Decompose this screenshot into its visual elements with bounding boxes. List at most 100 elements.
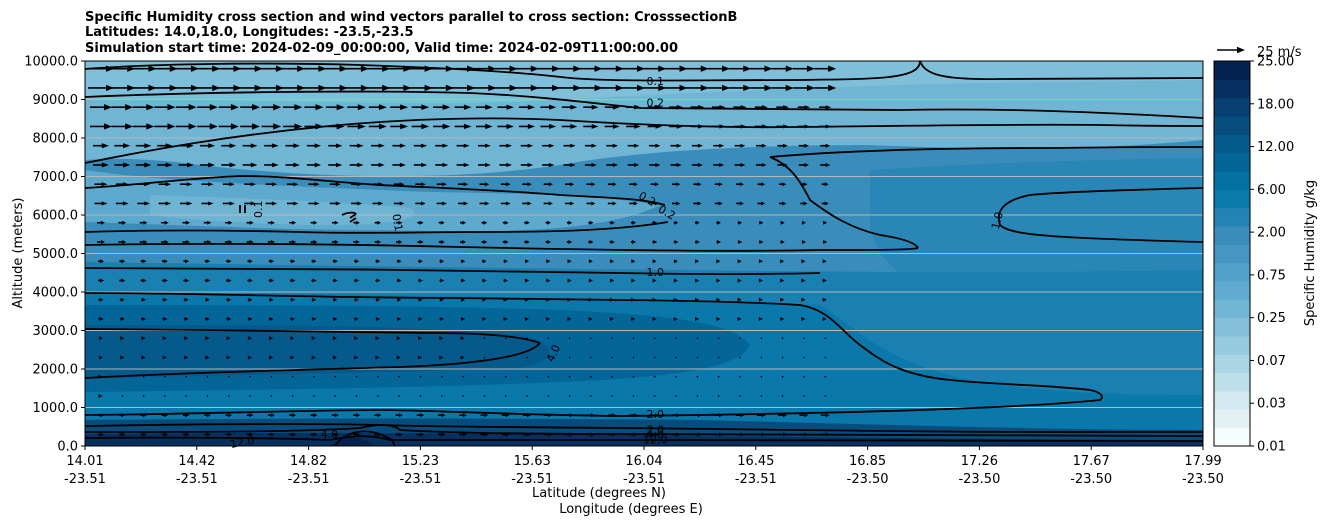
wind-arrow [396, 239, 403, 244]
contour-1.0-right-top [769, 146, 1203, 158]
wind-arrow [611, 375, 613, 378]
wind-arrow [801, 278, 806, 283]
wind-arrow [695, 259, 700, 264]
contour-0.2-dry-lower [85, 221, 669, 234]
wind-arrow [99, 336, 103, 341]
wind-arrow [390, 123, 409, 130]
wind-arrow [375, 355, 380, 360]
wind-arrow [205, 297, 210, 302]
x-tick-label-longitude: -23.51 [399, 472, 441, 487]
wind-arrow [417, 239, 424, 244]
wind-arrow [270, 375, 273, 378]
wind-arrow [267, 220, 275, 225]
wind-arrow [368, 123, 387, 130]
wind-arrow [162, 316, 168, 321]
wind-arrow [590, 356, 592, 359]
contour-4.0-upper [85, 328, 541, 344]
wind-arrow [372, 201, 384, 206]
wind-arrow [206, 395, 209, 397]
wind-arrow [268, 432, 275, 437]
wind-arrow [290, 297, 295, 302]
wind-arrow [673, 259, 678, 264]
wind-arrow [583, 124, 599, 129]
wind-arrow [417, 220, 424, 225]
wind-arrow [331, 220, 339, 225]
wind-arrow [162, 278, 168, 283]
wind-arrow [547, 356, 550, 359]
wind-arrow [643, 65, 667, 72]
wind-arrow [540, 123, 557, 129]
wind-arrow [567, 316, 572, 321]
wind-arrow [93, 143, 109, 149]
wind-arrow [397, 316, 402, 321]
wind-arrow [777, 143, 788, 148]
y-axis-label: Altitude (meters) [11, 198, 26, 309]
x-tick-label-latitude: 16.45 [737, 454, 774, 469]
wind-arrow [416, 413, 425, 418]
wind-arrow [483, 375, 486, 378]
wind-arrow [98, 278, 104, 283]
wind-arrow [671, 201, 681, 206]
wind-arrow [670, 162, 682, 167]
wind-arrow [454, 123, 472, 130]
wind-arrow [283, 104, 303, 111]
wind-arrow [643, 84, 667, 92]
wind-arrow [132, 123, 155, 130]
wind-arrow [418, 316, 423, 321]
colorbar-segment [1214, 262, 1250, 282]
wind-arrow [182, 239, 190, 244]
wind-arrow [696, 395, 699, 397]
wind-arrow [792, 65, 815, 72]
wind-arrow [368, 104, 387, 111]
wind-arrow [203, 239, 212, 244]
wind-arrow [164, 375, 166, 378]
colorbar-segment [1214, 79, 1250, 99]
wind-arrow [567, 259, 572, 264]
colorbar-segment [1214, 281, 1250, 300]
wind-arrow [222, 182, 235, 187]
wind-arrow [438, 432, 446, 437]
wind-arrow [185, 395, 187, 397]
x-tick-label-longitude: -23.51 [288, 472, 330, 487]
wind-arrow [258, 65, 284, 72]
wind-arrow [396, 220, 403, 225]
wind-arrow [365, 65, 391, 72]
wind-arrow [411, 104, 430, 111]
wind-arrow [460, 278, 466, 283]
wind-arrow [460, 220, 467, 225]
wind-arrow [543, 182, 553, 187]
wind-arrow [162, 336, 167, 341]
wind-arrow [524, 278, 530, 283]
wind-arrow [395, 432, 403, 437]
y-tick-label: 10000.0 [24, 55, 78, 70]
wind-arrow [269, 297, 274, 302]
y-tick-label: 8000.0 [33, 132, 79, 147]
wind-arrow [524, 220, 530, 225]
wind-arrow [824, 356, 826, 359]
wind-arrow [588, 259, 593, 264]
wind-arrow [631, 316, 636, 321]
wind-arrow [459, 432, 467, 437]
x-tick-label-longitude: -23.50 [847, 472, 889, 487]
wind-arrow [760, 375, 763, 378]
wind-arrow [756, 143, 767, 148]
wind-arrow [433, 123, 451, 130]
wind-arrow [781, 395, 784, 397]
wind-arrow [244, 182, 256, 187]
wind-arrow [222, 201, 235, 206]
wind-arrow [630, 239, 637, 244]
wind-arrow [588, 239, 594, 244]
wind-arrow [797, 105, 811, 110]
wind-arrow [480, 413, 489, 418]
wind-arrow [436, 201, 447, 206]
wind-arrow [750, 84, 773, 92]
wind-arrow [739, 356, 741, 359]
wind-arrow [118, 239, 127, 244]
wind-arrow [347, 123, 366, 130]
wind-arrow [392, 162, 406, 168]
wind-arrow [418, 259, 423, 264]
x-tick-label-latitude: 15.23 [402, 454, 439, 469]
wind-arrow [118, 220, 127, 225]
wind-arrow [481, 239, 488, 244]
wind-arrow [204, 432, 211, 437]
